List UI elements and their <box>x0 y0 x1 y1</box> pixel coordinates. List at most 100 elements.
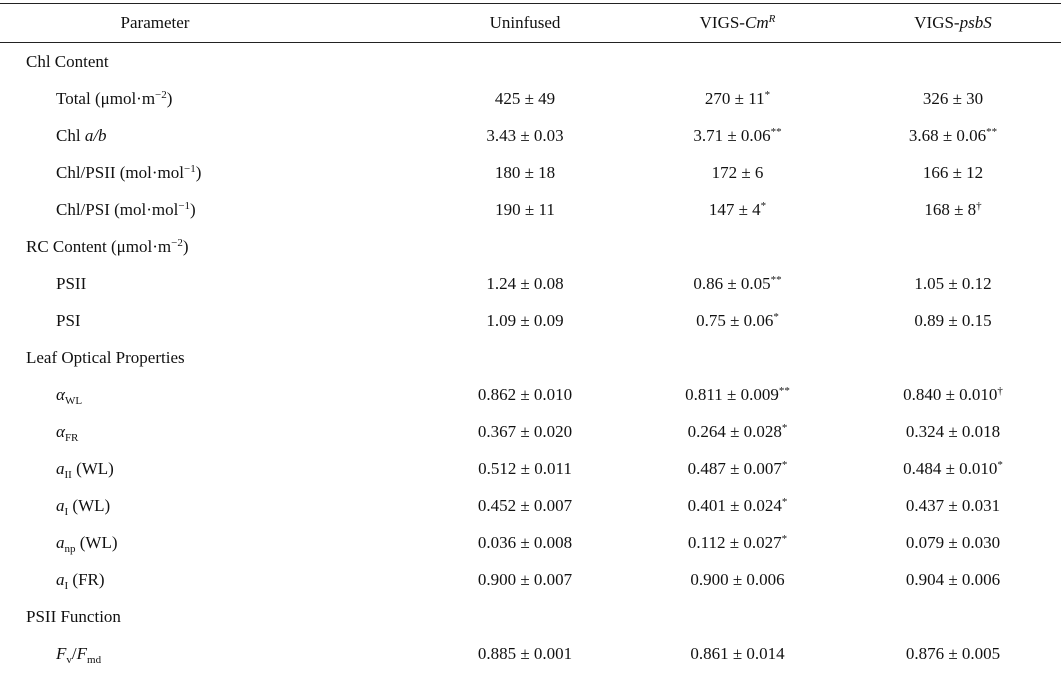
row-label: Chl/PSII (mol·mol−1) <box>56 162 202 182</box>
cell-psbs: 0.324 ± 0.018 <box>905 421 1001 441</box>
cell-uninfused: 0.452 ± 0.007 <box>477 495 573 515</box>
table-row-a-ii-wl: aII (WL) 0.512 ± 0.011 0.487 ± 0.007* 0.… <box>0 450 1061 487</box>
significance-mark: ** <box>770 273 782 286</box>
cell-psbs: 3.68 ± 0.06** <box>908 125 998 145</box>
cell-cmr: 3.71 ± 0.06** <box>693 125 782 145</box>
section-row-rc-content: RC Content (μmol·m−2) <box>0 228 1061 265</box>
significance-mark: * <box>764 88 771 101</box>
header-row: Parameter Uninfused VIGS-CmR VIGS-psbS <box>0 3 1061 43</box>
header-vigs-cmr-gene: Cm <box>744 13 769 32</box>
section-label: Chl Content <box>26 51 109 71</box>
row-label: PSI <box>56 310 81 330</box>
significance-mark: † <box>976 199 982 212</box>
significance-mark: ** <box>986 125 998 138</box>
cell-cmr: 0.811 ± 0.009** <box>685 384 790 404</box>
row-label: aI (WL) <box>56 495 111 518</box>
cell-uninfused: 3.43 ± 0.03 <box>486 125 564 145</box>
header-vigs-cmr-prefix: VIGS- <box>699 13 745 32</box>
cell-psbs: 0.89 ± 0.15 <box>914 310 992 330</box>
cell-psbs: 0.904 ± 0.006 <box>905 569 1001 589</box>
cell-uninfused: 180 ± 18 <box>494 162 556 182</box>
row-label: αWL <box>56 384 83 407</box>
significance-mark: * <box>760 199 767 212</box>
significance-mark: * <box>781 421 788 434</box>
cell-psbs: 0.840 ± 0.010† <box>903 384 1003 404</box>
cell-uninfused: 0.862 ± 0.010 <box>477 384 573 404</box>
significance-mark: * <box>781 458 788 471</box>
header-vigs-psbs-prefix: VIGS- <box>914 13 960 32</box>
cell-uninfused: 190 ± 11 <box>495 199 555 219</box>
cell-uninfused: 0.900 ± 0.007 <box>477 569 573 589</box>
significance-mark: * <box>781 495 788 508</box>
row-label: aI (FR) <box>56 569 105 592</box>
table-row-a-i-wl: aI (WL) 0.452 ± 0.007 0.401 ± 0.024* 0.4… <box>0 487 1061 524</box>
row-label: PSII <box>56 273 87 293</box>
cell-cmr: 0.900 ± 0.006 <box>690 569 785 589</box>
cell-uninfused: 0.885 ± 0.001 <box>477 643 573 663</box>
row-label: Fv/Fmd <box>56 643 102 666</box>
cell-cmr: 0.401 ± 0.024* <box>687 495 788 515</box>
section-label: PSII Function <box>26 606 121 626</box>
header-vigs-cmr-superscript: R <box>768 13 776 25</box>
table-row-psi: PSI 1.09 ± 0.09 0.75 ± 0.06* 0.89 ± 0.15 <box>0 302 1061 339</box>
table-row-alpha-fr: αFR 0.367 ± 0.020 0.264 ± 0.028* 0.324 ±… <box>0 413 1061 450</box>
table-row-fv-fmd: Fv/Fmd 0.885 ± 0.001 0.861 ± 0.014 0.876… <box>0 635 1061 672</box>
cell-cmr: 0.112 ± 0.027* <box>687 532 788 552</box>
significance-mark: ** <box>770 125 782 138</box>
cell-uninfused: 1.09 ± 0.09 <box>486 310 564 330</box>
table-row-chl-psii: Chl/PSII (mol·mol−1) 180 ± 18 172 ± 6 16… <box>0 154 1061 191</box>
section-label: Leaf Optical Properties <box>26 347 185 367</box>
row-label: Chl a/b <box>56 125 107 145</box>
row-label: αFR <box>56 421 79 444</box>
cell-psbs: 168 ± 8† <box>924 199 982 219</box>
table-row-chl-psi: Chl/PSI (mol·mol−1) 190 ± 11 147 ± 4* 16… <box>0 191 1061 228</box>
table-row-a-np-wl: anp (WL) 0.036 ± 0.008 0.112 ± 0.027* 0.… <box>0 524 1061 561</box>
cell-psbs: 1.05 ± 0.12 <box>914 273 992 293</box>
cell-psbs: 0.484 ± 0.010* <box>903 458 1003 478</box>
header-vigs-psbs-gene: psbS <box>959 13 992 32</box>
cell-cmr: 0.75 ± 0.06* <box>696 310 779 330</box>
significance-mark: ** <box>778 384 790 397</box>
cell-psbs: 0.437 ± 0.031 <box>905 495 1001 515</box>
significance-mark: * <box>997 458 1003 471</box>
row-label: aII (WL) <box>56 458 114 481</box>
header-vigs-cmr: VIGS-CmR <box>630 3 845 43</box>
significance-mark: * <box>773 310 779 323</box>
cell-cmr: 172 ± 6 <box>711 162 764 182</box>
cell-uninfused: 0.036 ± 0.008 <box>477 532 573 552</box>
cell-cmr: 147 ± 4* <box>708 199 767 219</box>
significance-mark: † <box>997 384 1003 397</box>
table-row-alpha-wl: αWL 0.862 ± 0.010 0.811 ± 0.009** 0.840 … <box>0 376 1061 413</box>
header-vigs-psbs: VIGS-psbS <box>845 3 1061 43</box>
cell-psbs: 326 ± 30 <box>922 88 984 108</box>
significance-mark: * <box>781 532 788 545</box>
cell-cmr: 0.861 ± 0.014 <box>690 643 785 663</box>
section-row-psii-function: PSII Function <box>0 598 1061 635</box>
section-row-chl-content: Chl Content <box>0 43 1061 81</box>
section-label: RC Content (μmol·m−2) <box>26 236 189 256</box>
data-table: Parameter Uninfused VIGS-CmR VIGS-psbS C… <box>0 3 1061 672</box>
row-label: Total (μmol·m−2) <box>56 88 173 108</box>
table-row-psii: PSII 1.24 ± 0.08 0.86 ± 0.05** 1.05 ± 0.… <box>0 265 1061 302</box>
section-row-leaf-optical: Leaf Optical Properties <box>0 339 1061 376</box>
table-row-a-i-fr: aI (FR) 0.900 ± 0.007 0.900 ± 0.006 0.90… <box>0 561 1061 598</box>
cell-psbs: 166 ± 12 <box>922 162 984 182</box>
cell-cmr: 0.487 ± 0.007* <box>687 458 788 478</box>
header-parameter: Parameter <box>0 3 420 43</box>
cell-uninfused: 0.367 ± 0.020 <box>477 421 573 441</box>
cell-psbs: 0.876 ± 0.005 <box>905 643 1001 663</box>
table-row-total: Total (μmol·m−2) 425 ± 49 270 ± 11* 326 … <box>0 80 1061 117</box>
row-label: Chl/PSI (mol·mol−1) <box>56 199 196 219</box>
cell-uninfused: 425 ± 49 <box>494 88 556 108</box>
cell-uninfused: 1.24 ± 0.08 <box>486 273 564 293</box>
header-uninfused: Uninfused <box>420 3 630 43</box>
cell-cmr: 270 ± 11* <box>704 88 771 108</box>
table-body: Chl Content Total (μmol·m−2) 425 ± 49 27… <box>0 43 1061 673</box>
table-row-chl-ab: Chl a/b 3.43 ± 0.03 3.71 ± 0.06** 3.68 ±… <box>0 117 1061 154</box>
cell-cmr: 0.264 ± 0.028* <box>687 421 788 441</box>
row-label: anp (WL) <box>56 532 118 555</box>
cell-psbs: 0.079 ± 0.030 <box>905 532 1001 552</box>
cell-uninfused: 0.512 ± 0.011 <box>478 458 572 478</box>
table-header: Parameter Uninfused VIGS-CmR VIGS-psbS <box>0 3 1061 43</box>
